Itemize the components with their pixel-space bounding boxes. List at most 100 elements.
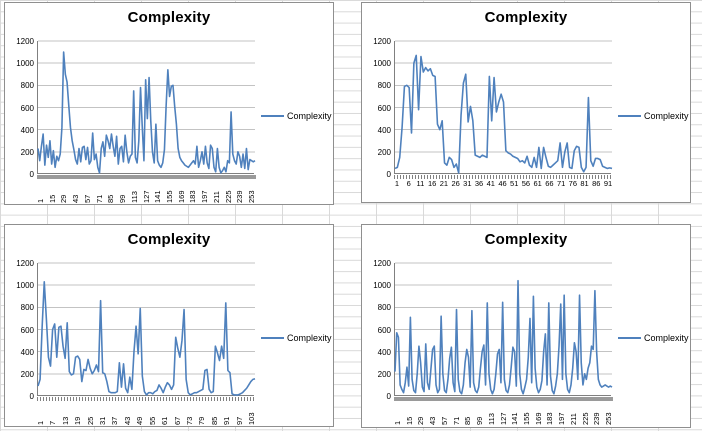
x-axis-tick-label: 7 bbox=[48, 420, 58, 425]
y-axis-tick-label: 1000 bbox=[373, 281, 391, 291]
x-axis-tick-label: 169 bbox=[533, 412, 543, 425]
x-axis-tick-label: 57 bbox=[82, 194, 92, 203]
y-axis-tick-label: 0 bbox=[29, 392, 34, 401]
plot-area bbox=[37, 40, 256, 174]
x-axis-tick-label: 55 bbox=[147, 416, 157, 425]
x-axis-tick-label: 67 bbox=[172, 416, 182, 425]
x-axis-tick-label: 225 bbox=[223, 190, 233, 203]
x-axis-tick-label: 61 bbox=[533, 179, 542, 188]
x-axis-tick-label: 169 bbox=[176, 190, 186, 203]
x-axis-tick-label: 31 bbox=[98, 416, 108, 425]
x-axis-tick-label: 71 bbox=[94, 194, 104, 203]
x-axis-tick-label: 85 bbox=[463, 416, 473, 425]
x-axis-tick-label: 79 bbox=[197, 416, 207, 425]
x-axis-tick-label: 155 bbox=[521, 412, 531, 425]
plot-area bbox=[394, 262, 613, 396]
y-axis-tick-label: 600 bbox=[377, 325, 391, 335]
x-axis-tick-label: 15 bbox=[47, 194, 57, 203]
y-axis-tick-label: 1200 bbox=[16, 37, 34, 46]
x-axis-tick-label: 13 bbox=[60, 416, 70, 425]
x-axis-tick-label: 25 bbox=[85, 416, 95, 425]
x-axis-tick-label: 76 bbox=[568, 179, 577, 188]
series-line bbox=[394, 54, 613, 174]
x-axis-tick-label: 37 bbox=[110, 416, 120, 425]
x-axis-tick-label: 197 bbox=[200, 190, 210, 203]
x-axis-tick-label: 11 bbox=[416, 179, 425, 188]
x-axis-tick-label: 155 bbox=[164, 190, 174, 203]
series-plot-svg bbox=[394, 262, 613, 395]
series-line bbox=[37, 51, 256, 174]
x-axis-tick-label: 253 bbox=[604, 412, 613, 425]
y-axis-tick-label: 200 bbox=[20, 147, 34, 157]
y-axis-tick-label: 800 bbox=[20, 303, 34, 313]
x-axis-tick-label: 71 bbox=[556, 179, 566, 188]
x-axis-tick-label: 253 bbox=[247, 190, 256, 203]
plot-area bbox=[37, 262, 256, 396]
x-axis-tick-label: 81 bbox=[580, 179, 589, 188]
chart-object-top-left[interactable]: Complexity Complexity 1200 1000 800 600 400 2… bbox=[4, 2, 334, 205]
x-axis-tick-label: 225 bbox=[580, 412, 590, 425]
legend-line-swatch bbox=[618, 337, 641, 339]
y-axis-tick-label: 800 bbox=[20, 81, 34, 91]
x-axis-tick-label: 211 bbox=[568, 413, 578, 425]
x-axis-tick-label: 113 bbox=[129, 191, 139, 203]
x-axis-tick-label: 1 bbox=[394, 179, 400, 188]
chart-title: Complexity bbox=[127, 9, 211, 26]
series-plot-svg bbox=[37, 262, 256, 396]
x-axis-tick-label: 56 bbox=[521, 179, 531, 188]
x-axis-tick-label: 239 bbox=[592, 412, 602, 425]
x-axis-tick-label: 103 bbox=[247, 412, 256, 425]
x-axis-tick-label: 19 bbox=[73, 416, 83, 425]
chart-object-top-right[interactable]: Complexity Complexity 1200 1000 800 600 400 2… bbox=[361, 2, 691, 203]
x-axis-tick-label: 1 bbox=[36, 198, 45, 203]
x-axis-tick-label: 141 bbox=[510, 412, 520, 425]
x-axis-tick-label: 99 bbox=[118, 194, 128, 203]
y-axis-tick-label: 400 bbox=[377, 125, 391, 135]
y-axis-tick-label: 400 bbox=[20, 347, 34, 357]
x-axis-tick-label: 1 bbox=[36, 420, 45, 425]
x-axis-tick-label: 71 bbox=[451, 416, 461, 425]
legend-label: Complexity bbox=[287, 333, 332, 343]
legend[interactable]: Complexity bbox=[618, 333, 689, 343]
x-axis-tick-label: 66 bbox=[545, 179, 554, 188]
legend-label: Complexity bbox=[644, 111, 689, 121]
x-axis-tick-label: 57 bbox=[439, 416, 449, 425]
chart-object-bottom-left[interactable]: Complexity Complexity 1200 1000 800 600 400 2… bbox=[4, 224, 334, 427]
x-axis-tick-label: 29 bbox=[416, 416, 426, 425]
legend-line-swatch bbox=[261, 115, 284, 117]
y-axis-tick-label: 400 bbox=[20, 125, 34, 135]
series-line bbox=[37, 281, 256, 396]
x-axis-tick-label: 61 bbox=[160, 416, 170, 425]
x-axis-tick-label: 51 bbox=[510, 179, 519, 188]
y-axis-tick-label: 800 bbox=[377, 303, 391, 313]
y-axis-tick-label: 1200 bbox=[16, 259, 34, 268]
legend[interactable]: Complexity bbox=[261, 333, 332, 343]
x-axis-tick-label: 91 bbox=[603, 179, 613, 188]
x-axis-tick-label: 183 bbox=[188, 190, 198, 203]
x-axis-tick-label: 16 bbox=[427, 179, 437, 188]
chart-object-bottom-right[interactable]: Complexity Complexity 1200 1000 800 600 400 2… bbox=[361, 224, 691, 428]
series-plot-svg bbox=[394, 40, 613, 174]
chart-title: Complexity bbox=[484, 9, 568, 26]
x-axis-tick-label: 49 bbox=[135, 416, 145, 425]
x-axis-tick-label: 86 bbox=[592, 179, 601, 188]
legend[interactable]: Complexity bbox=[261, 111, 332, 121]
x-axis-tick-label: 43 bbox=[122, 416, 132, 425]
x-axis-tick-label: 99 bbox=[475, 416, 485, 425]
x-axis-tick-label: 46 bbox=[498, 179, 507, 188]
y-axis-tick-label: 0 bbox=[386, 392, 391, 401]
y-axis-tick-label: 1200 bbox=[373, 259, 391, 268]
y-axis-tick-label: 200 bbox=[377, 369, 391, 379]
y-axis-tick-label: 200 bbox=[377, 147, 391, 157]
x-axis-tick-label: 41 bbox=[486, 179, 495, 188]
x-axis-tick-label: 113 bbox=[486, 413, 496, 425]
y-axis-tick-label: 1000 bbox=[373, 59, 391, 69]
x-axis-tick-label: 211 bbox=[211, 191, 221, 203]
x-axis-tick-label: 43 bbox=[71, 194, 81, 203]
x-axis-tick-marks bbox=[394, 397, 613, 401]
legend-line-swatch bbox=[618, 115, 641, 117]
x-axis-tick-label: 127 bbox=[498, 412, 508, 425]
legend[interactable]: Complexity bbox=[618, 111, 689, 121]
x-axis-tick-label: 73 bbox=[184, 416, 194, 425]
